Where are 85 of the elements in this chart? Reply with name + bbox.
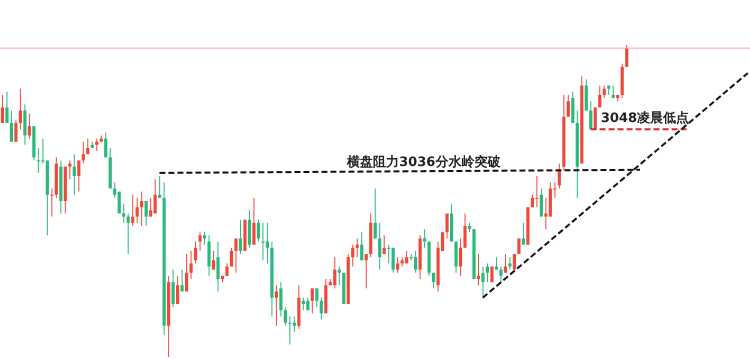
candlestick <box>382 234 386 255</box>
candlestick <box>28 113 31 140</box>
candlestick <box>602 85 606 99</box>
candlestick <box>535 176 538 208</box>
candlestick <box>216 241 220 292</box>
candlestick <box>256 219 260 242</box>
candlestick <box>77 160 80 192</box>
candlestick <box>225 262 229 276</box>
candlestick <box>238 219 242 255</box>
candlestick <box>310 288 314 314</box>
candlestick <box>189 250 193 280</box>
candlestick <box>504 254 508 274</box>
candlestick <box>338 266 341 286</box>
candlestick <box>5 91 9 124</box>
candlestick <box>14 119 18 142</box>
candlestick <box>176 275 180 304</box>
candlestick <box>625 45 628 68</box>
candlestick <box>180 269 184 292</box>
series-label: 3048凌晨低点 <box>600 110 690 126</box>
candlestick <box>378 222 382 270</box>
candlestick <box>82 141 85 164</box>
candlestick <box>279 282 282 317</box>
candlestick <box>136 197 139 224</box>
candlestick <box>374 188 377 239</box>
candlestick <box>149 197 152 218</box>
candlestick <box>499 266 503 283</box>
candlestick <box>252 197 256 246</box>
candlestick <box>486 262 490 283</box>
candlestick <box>445 212 449 239</box>
candlestick <box>589 100 592 130</box>
candlestick <box>261 222 265 261</box>
candlestick <box>266 222 270 264</box>
candlestick <box>126 212 130 255</box>
candlestick <box>612 85 615 99</box>
candlestick <box>364 254 368 289</box>
candlestick <box>86 138 90 155</box>
candlestick <box>360 232 364 261</box>
candlestick <box>144 200 148 226</box>
candlestick <box>95 138 98 152</box>
candlestick <box>198 232 202 252</box>
candlestick <box>508 256 512 270</box>
candlestick <box>512 254 516 270</box>
candlestick <box>356 238 359 258</box>
candlestick <box>607 85 610 96</box>
candlestick <box>481 266 485 298</box>
candlestick <box>131 194 134 226</box>
candlestick <box>230 247 234 268</box>
candlestick <box>494 256 498 270</box>
candlestick <box>0 94 4 124</box>
candlestick <box>184 254 188 292</box>
candlestick <box>468 222 472 233</box>
candlestick <box>522 222 526 246</box>
candlestick <box>396 256 400 274</box>
candlestick <box>68 160 72 180</box>
candlestick <box>158 176 162 198</box>
candlestick <box>194 241 198 264</box>
candlestick <box>558 163 561 190</box>
candlestick <box>598 85 602 108</box>
candlestick <box>18 88 22 130</box>
candlestick <box>234 238 238 274</box>
candlestick <box>292 316 296 333</box>
candlestick <box>140 191 144 226</box>
candlestick <box>566 94 570 118</box>
candlestick <box>400 256 404 268</box>
candlestick <box>432 272 436 289</box>
candlestick <box>10 110 14 142</box>
candlestick <box>320 297 323 320</box>
candlestick <box>122 204 126 224</box>
candlestick <box>458 238 462 276</box>
candlestick <box>50 188 54 218</box>
candlestick <box>463 212 467 248</box>
candlestick <box>476 254 480 286</box>
candlestick <box>490 266 494 283</box>
candlestick <box>284 306 287 326</box>
candlestick <box>274 284 278 326</box>
candlestick <box>72 154 76 196</box>
candlestick <box>172 269 175 308</box>
series-label: 横盘阻力3036分水岭突破 <box>346 154 502 170</box>
candlestick <box>540 188 543 218</box>
candlestick <box>212 250 216 270</box>
candlestick <box>104 132 108 158</box>
candlestick <box>423 228 426 248</box>
candlestick <box>315 288 318 308</box>
candlestick <box>351 244 354 268</box>
candlestick <box>202 232 206 246</box>
